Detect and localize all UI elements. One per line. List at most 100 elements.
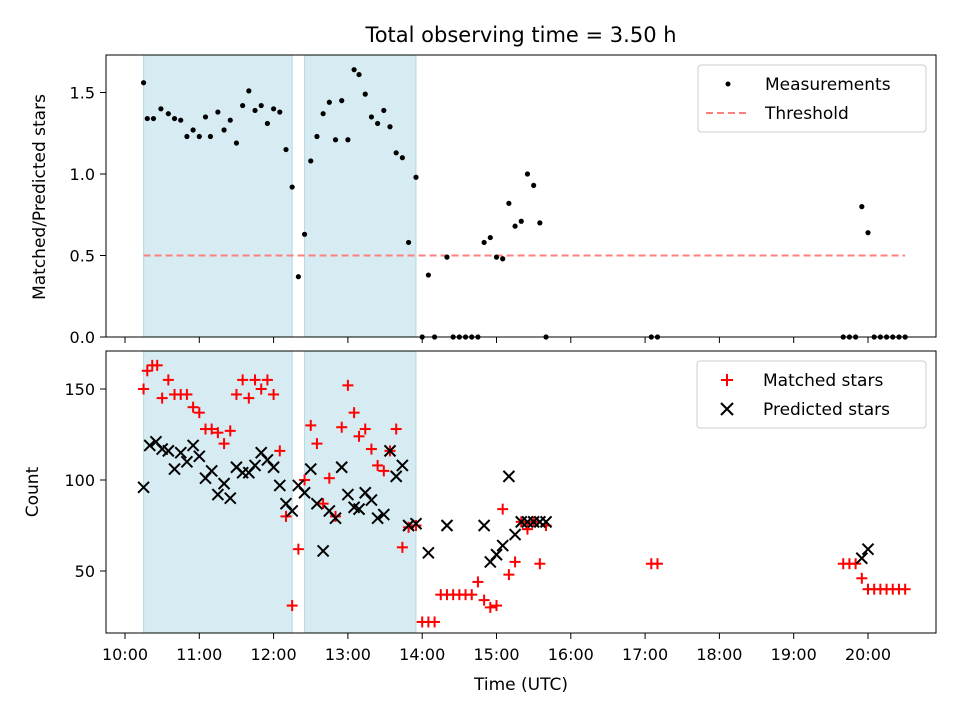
measurement-point bbox=[506, 200, 512, 206]
matched-star-point bbox=[497, 503, 509, 515]
matched-star-point bbox=[323, 472, 335, 484]
matched-star-point bbox=[206, 423, 218, 435]
matched-star-point bbox=[336, 421, 348, 433]
predicted-star-point bbox=[409, 517, 423, 530]
x-tick-label: 20:00 bbox=[845, 645, 891, 664]
measurement-point bbox=[178, 117, 184, 123]
measurement-point bbox=[399, 155, 405, 161]
matched-star-point bbox=[534, 558, 546, 570]
measurement-point bbox=[351, 67, 357, 73]
measurement-point bbox=[326, 99, 332, 105]
measurement-point bbox=[487, 234, 493, 241]
matched-star-point bbox=[330, 510, 342, 522]
matched-star-point bbox=[503, 569, 515, 581]
measurement-point bbox=[295, 274, 301, 280]
matched-star-point bbox=[224, 425, 236, 437]
predicted-star-point bbox=[224, 491, 237, 505]
top-y-axis-label: Matched/Predicted stars bbox=[30, 94, 50, 300]
measurement-point bbox=[271, 106, 277, 112]
matched-star-point bbox=[396, 541, 408, 553]
measurement-point bbox=[500, 256, 506, 262]
matched-star-point bbox=[317, 498, 329, 510]
x-tick-label: 10:00 bbox=[102, 645, 148, 664]
matched-star-point bbox=[261, 374, 273, 386]
matched-star-point bbox=[850, 558, 862, 570]
matched-star-point bbox=[274, 445, 286, 457]
predicted-star-point bbox=[539, 515, 553, 529]
matched-star-point bbox=[353, 430, 365, 442]
observing-window bbox=[304, 54, 417, 338]
legend-measurements-label: Measurements bbox=[765, 75, 891, 95]
x-tick-label: 14:00 bbox=[399, 645, 445, 664]
x-tick-label: 17:00 bbox=[622, 645, 668, 664]
matched-star-point bbox=[390, 423, 402, 435]
matched-star-point bbox=[299, 474, 311, 486]
predicted-star-point bbox=[508, 528, 522, 541]
top-legend-box bbox=[697, 64, 927, 133]
predicted-star-point bbox=[389, 470, 403, 483]
top-y-ticks: 0.0 0.5 1.0 1.5 bbox=[70, 84, 106, 347]
measurement-point bbox=[405, 239, 412, 246]
measurement-point bbox=[332, 137, 339, 143]
legend-predicted-marker bbox=[720, 402, 734, 416]
matched-star-point bbox=[193, 407, 205, 419]
legend-matched-label: Matched stars bbox=[763, 371, 883, 391]
bottom-y-axis-label: Count bbox=[23, 466, 43, 517]
measurement-point bbox=[277, 109, 283, 115]
matched-star-point bbox=[651, 558, 663, 570]
legend-matched-marker bbox=[721, 374, 733, 386]
bottom-y-ticks: 50 100 150 bbox=[64, 380, 106, 581]
matched-star-point bbox=[212, 427, 224, 439]
matched-star-point bbox=[509, 556, 521, 568]
matched-star-point bbox=[141, 365, 153, 377]
matched-star-point bbox=[311, 438, 323, 450]
x-tick-label: 11:00 bbox=[176, 645, 222, 664]
top-panel: 0.0 0.5 1.0 1.5 Matched/Predicted stars Mea… bbox=[30, 54, 937, 347]
top-points bbox=[140, 67, 908, 340]
predicted-star-point bbox=[383, 444, 397, 458]
top-shading bbox=[143, 54, 417, 338]
x-tick-label: 12:00 bbox=[251, 645, 297, 664]
predicted-star-point bbox=[335, 461, 348, 474]
measurement-point bbox=[264, 120, 271, 127]
y-tick-label: 50 bbox=[75, 562, 95, 581]
measurement-point bbox=[140, 80, 147, 86]
observing-window bbox=[143, 350, 293, 634]
measurement-point bbox=[537, 220, 543, 226]
measurement-point bbox=[207, 133, 214, 140]
predicted-star-point bbox=[440, 519, 454, 532]
matched-star-point bbox=[856, 572, 868, 584]
predicted-star-point bbox=[310, 497, 324, 510]
predicted-star-point bbox=[193, 450, 206, 463]
top-plot-frame bbox=[105, 54, 937, 338]
y-tick-label: 0.0 bbox=[70, 328, 95, 347]
predicted-star-point bbox=[396, 459, 409, 472]
bottom-shading bbox=[143, 350, 417, 634]
matched-star-point bbox=[378, 465, 390, 477]
measurement-point bbox=[481, 239, 487, 246]
matched-star-point bbox=[484, 601, 496, 613]
top-legend: Measurements Threshold bbox=[697, 64, 927, 133]
y-tick-label: 100 bbox=[64, 471, 95, 490]
measurement-point bbox=[233, 140, 240, 146]
x-tick-label: 16:00 bbox=[548, 645, 594, 664]
matched-star-point bbox=[365, 443, 377, 455]
matched-star-point bbox=[466, 589, 478, 601]
matched-star-point bbox=[521, 523, 533, 535]
matched-star-point bbox=[138, 383, 150, 395]
matched-star-point bbox=[292, 543, 304, 555]
predicted-star-point bbox=[329, 512, 342, 525]
predicted-star-point bbox=[162, 444, 175, 458]
measurement-point bbox=[252, 107, 258, 114]
measurement-point bbox=[221, 127, 227, 133]
bottom-x-ticks: 10:00 11:00 12:00 13:00 14:00 15:00 16:00 17:00… bbox=[102, 633, 891, 664]
matched-star-point bbox=[218, 438, 230, 450]
predicted-star-point bbox=[502, 470, 516, 483]
predicted-star-point bbox=[496, 539, 509, 552]
measurement-point bbox=[246, 88, 252, 94]
measurement-point bbox=[289, 184, 295, 190]
predicted-star-point bbox=[365, 493, 378, 507]
matched-star-point bbox=[472, 576, 484, 588]
bottom-legend-box bbox=[696, 360, 927, 429]
